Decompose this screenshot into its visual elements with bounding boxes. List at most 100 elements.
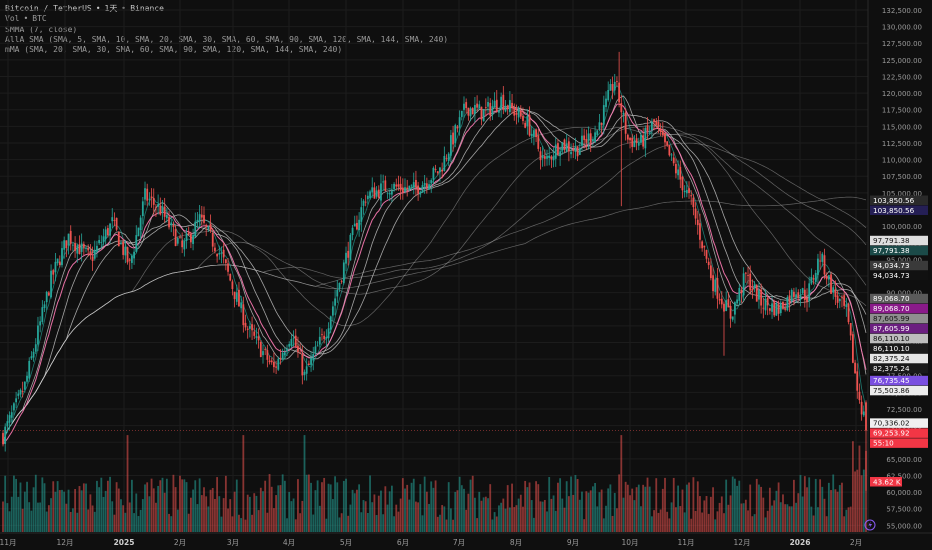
candle-body: [845, 304, 848, 307]
volume-bar: [677, 485, 680, 532]
volume-bar: [371, 502, 374, 532]
volume-bar: [80, 490, 83, 532]
price-label-text: 103,850.56: [873, 206, 915, 215]
volume-bar: [439, 514, 441, 532]
volume-bar: [415, 501, 417, 532]
candle-body: [82, 243, 85, 248]
candle-body: [699, 223, 701, 240]
volume-bar: [255, 495, 258, 532]
interval[interactable]: 1天: [104, 4, 118, 13]
y-tick-label: 107,500.00: [882, 173, 922, 181]
candle-body: [533, 130, 535, 137]
price-label-badge: [870, 245, 928, 256]
sma-144-line: [2, 142, 867, 445]
candle-body: [377, 189, 380, 198]
volume-bar: [434, 480, 437, 532]
candle-body: [808, 283, 811, 302]
x-tick-label: 7月: [453, 538, 465, 547]
price-label-badge: [870, 323, 928, 334]
candle-body: [28, 360, 31, 379]
candle-body: [176, 238, 179, 244]
volume-bar: [814, 478, 817, 532]
candle-body: [454, 125, 457, 144]
candle-body: [399, 183, 402, 191]
candle-body: [452, 132, 454, 145]
volume-bar: [714, 519, 717, 532]
candle-body: [421, 185, 424, 193]
candle-body: [740, 289, 743, 294]
volume-bar: [705, 496, 708, 532]
candle-body: [561, 142, 564, 151]
volume-bar: [533, 517, 535, 532]
candle-body: [653, 119, 655, 122]
alla-sma-legend[interactable]: AllA SMA (SMA, 5, SMA, 10, SMA, 20, SMA,…: [5, 34, 449, 44]
volume-bar: [148, 496, 151, 532]
volume-bar: [755, 478, 758, 532]
candle-body: [716, 278, 719, 299]
volume-bar: [259, 487, 262, 532]
price-label-text: 97,791.38: [873, 236, 910, 245]
candle-body: [214, 247, 216, 252]
volume-bar: [640, 506, 642, 532]
volume-bar: [32, 487, 35, 532]
price-label-text: 86,110.10: [873, 334, 910, 343]
sma-90-line: [2, 125, 867, 445]
volume-bar: [104, 490, 107, 532]
candle-body: [340, 280, 343, 282]
volume-bar: [498, 505, 500, 532]
candle-body: [87, 247, 90, 251]
candle-body: [61, 248, 63, 266]
candle-body: [255, 336, 258, 338]
candle-body: [109, 223, 111, 236]
mma-legend[interactable]: mMA (SMA, 20, SMA, 30, SMA, 60, SMA, 90,…: [5, 45, 343, 55]
candle-body: [209, 224, 212, 231]
candle-body: [712, 275, 714, 292]
x-tick-label: 11月: [0, 538, 17, 547]
candle-body: [563, 139, 566, 150]
candle-body: [275, 366, 278, 368]
volume-bar: [279, 485, 282, 532]
candle-body: [849, 322, 852, 336]
volume-bar: [139, 509, 142, 532]
x-tick-label: 2月: [850, 538, 862, 547]
candle-body: [174, 229, 177, 247]
sma-240-line: [2, 196, 867, 445]
volume-bar: [845, 509, 848, 532]
volume-bar: [819, 479, 822, 532]
candle-body: [41, 307, 44, 322]
candle-body: [126, 247, 129, 263]
volume-bar: [360, 512, 363, 532]
candle-body: [600, 122, 603, 125]
candle-body: [626, 134, 629, 140]
volume-bar: [567, 496, 570, 532]
candle-body: [294, 335, 297, 348]
candle-body: [102, 236, 105, 242]
volume-bar: [631, 488, 634, 532]
candle-body: [487, 102, 489, 107]
candle-body: [500, 96, 503, 110]
candle-body: [181, 240, 184, 248]
candle-body: [581, 135, 583, 146]
smma-legend[interactable]: SMMA (7, close): [5, 24, 78, 34]
volume-legend[interactable]: Vol • BTC: [5, 14, 448, 24]
volume-bar: [233, 491, 236, 532]
candle-body: [353, 223, 356, 227]
volume-bar: [345, 478, 347, 532]
y-tick-label: 65,000.00: [886, 456, 922, 464]
volume-bar: [458, 476, 461, 532]
candle-body: [78, 244, 81, 255]
volume-bar: [740, 503, 743, 532]
candle-body: [133, 251, 135, 259]
candle-body: [54, 261, 57, 273]
volume-bar: [277, 485, 280, 532]
volume-bar: [150, 478, 153, 532]
candle-body: [725, 300, 728, 312]
candle-body: [159, 205, 162, 215]
price-label-text: 75,503.86: [873, 386, 910, 395]
lightning-icon[interactable]: [864, 519, 876, 531]
candle-body: [602, 105, 605, 125]
volume-bar: [98, 487, 101, 532]
volume-bar: [589, 490, 592, 532]
candle-body: [817, 258, 819, 276]
